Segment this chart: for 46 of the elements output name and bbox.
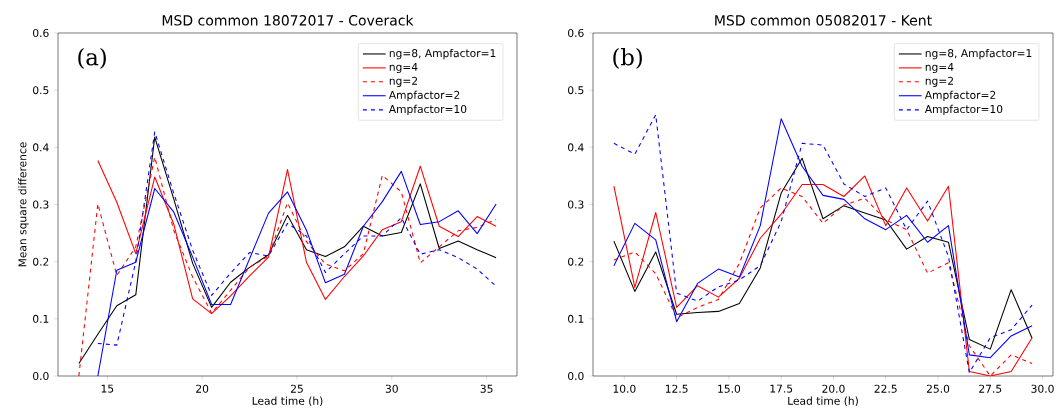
- x-axis-title: Lead time (h): [252, 396, 323, 407]
- legend-label: ng=2: [925, 76, 953, 87]
- x-tick-label: 12.5: [665, 384, 688, 393]
- y-tick-label: 0.2: [568, 257, 584, 266]
- y-axis-title: Mean square difference: [18, 142, 29, 267]
- annotation: (a): [78, 48, 106, 69]
- legend-label: ng=2: [389, 76, 418, 87]
- y-tick-label: 0.2: [33, 257, 49, 266]
- x-tick-label: 10.0: [613, 384, 636, 393]
- y-tick-label: 0.5: [568, 86, 584, 95]
- x-tick-label: 30: [385, 384, 398, 393]
- x-tick-label: 20.0: [822, 384, 845, 393]
- line-series: [613, 157, 1033, 350]
- x-tick-label: 25.0: [926, 384, 950, 393]
- y-tick-label: 0.6: [568, 28, 584, 38]
- x-tick-label: 20: [196, 384, 209, 393]
- y-tick-label: 0.4: [568, 143, 584, 152]
- chart-title: MSD common 05082017 - Kent: [715, 15, 932, 26]
- legend-label: ng=4: [925, 63, 954, 73]
- x-tick-label: 22.5: [874, 384, 897, 393]
- x-tick-label: 15.0: [718, 384, 741, 393]
- y-tick-label: 0.1: [33, 314, 49, 323]
- x-tick-label: 35: [480, 384, 493, 393]
- x-tick-label: 30.0: [1031, 384, 1054, 393]
- x-tick-label: 25: [290, 384, 303, 393]
- chart-title: MSD common 18072017 - Coverack: [162, 14, 414, 26]
- y-tick-label: 0.0: [33, 371, 49, 381]
- y-tick-label: 0.0: [568, 371, 584, 381]
- y-tick-label: 0.1: [568, 314, 584, 323]
- legend-label: Ampfactor=10: [388, 104, 467, 116]
- legend-label: ng=8, Ampfactor=1: [925, 48, 1032, 60]
- legend-label: Ampfactor=2: [388, 90, 460, 102]
- x-axis-title: Lead time (h): [788, 396, 858, 407]
- annotation: (b): [613, 48, 642, 69]
- legend-label: ng=8, Ampfactor=1: [389, 48, 496, 60]
- y-tick-label: 0.6: [33, 28, 49, 38]
- legend-label: Ampfactor=10: [924, 104, 1003, 116]
- y-tick-label: 0.3: [568, 200, 584, 209]
- legend-label: Ampfactor=2: [924, 90, 996, 102]
- y-tick-label: 0.5: [33, 86, 49, 95]
- x-tick-label: 17.5: [770, 384, 793, 393]
- y-tick-label: 0.4: [33, 143, 49, 152]
- x-tick-label: 15: [101, 384, 114, 393]
- y-tick-label: 0.3: [33, 200, 49, 209]
- x-tick-label: 27.5: [979, 384, 1002, 393]
- legend-label: ng=4: [389, 63, 418, 73]
